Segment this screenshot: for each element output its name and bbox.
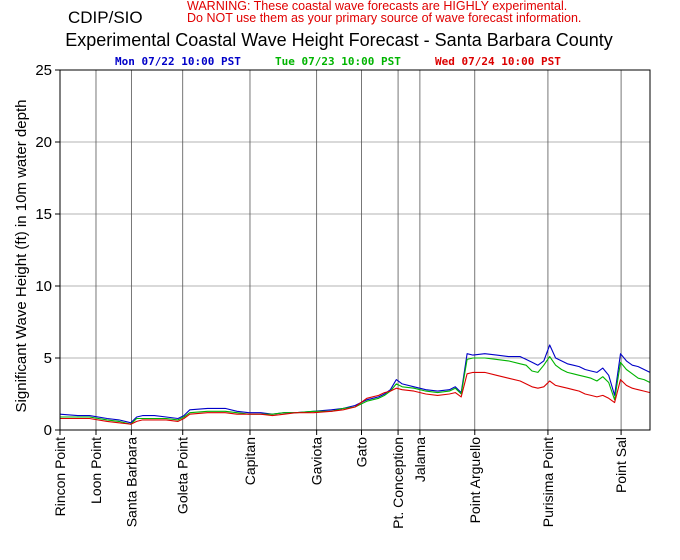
location-label: Santa Barbara	[123, 437, 139, 527]
series-line-2	[60, 371, 651, 425]
location-label: Goleta Point	[175, 437, 191, 514]
location-label: Point Arguello	[467, 437, 483, 524]
location-label: Rincon Point	[52, 437, 68, 516]
series-line-1	[60, 356, 651, 425]
series-lines	[59, 344, 651, 425]
y-tick-label: 0	[44, 422, 52, 439]
location-label: Purisima Point	[540, 437, 556, 527]
y-tick-label: 20	[35, 134, 52, 151]
y-axis-title: Significant Wave Height (ft) in 10m wate…	[13, 100, 30, 413]
location-label: Point Sal	[613, 437, 629, 493]
location-label: Gato	[353, 437, 369, 468]
warning-line-1: WARNING: These coastal wave forecasts ar…	[187, 0, 567, 13]
legend-series-tue: Tue 07/23 10:00 PST	[275, 55, 401, 68]
location-label: Jalama	[412, 437, 428, 482]
legend-series-mon: Mon 07/22 10:00 PST	[115, 55, 241, 68]
y-axis-ticks: 0 5 10 15 20 25	[35, 62, 60, 439]
legend-series-wed: Wed 07/24 10:00 PST	[435, 55, 561, 68]
location-label: Capitan	[242, 437, 258, 485]
org-label: CDIP/SIO	[68, 8, 143, 27]
plot-frame	[59, 69, 651, 431]
y-tick-label: 15	[35, 206, 52, 223]
grid	[60, 141, 650, 359]
y-tick-label: 5	[44, 350, 52, 367]
location-label: Loon Point	[88, 437, 104, 504]
location-label: Gaviota	[309, 437, 325, 485]
location-lines	[95, 70, 622, 430]
y-tick-label: 25	[35, 62, 52, 79]
series-line-0	[59, 344, 651, 424]
y-tick-label: 10	[35, 278, 52, 295]
location-label: Pt. Conception	[390, 437, 406, 529]
chart-title: Experimental Coastal Wave Height Forecas…	[65, 30, 613, 50]
x-axis-location-labels: Rincon Point Loon Point Santa Barbara Golet…	[52, 430, 629, 529]
warning-line-2: Do NOT use them as your primary source o…	[187, 11, 581, 25]
